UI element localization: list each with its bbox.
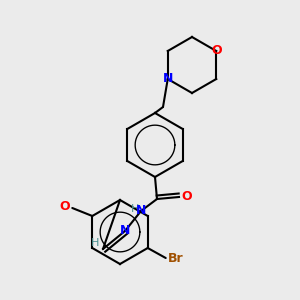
Text: N: N [136, 205, 146, 218]
Text: N: N [120, 224, 130, 238]
Text: O: O [182, 190, 192, 203]
Text: N: N [163, 73, 173, 85]
Text: H: H [131, 204, 139, 214]
Text: Br: Br [168, 251, 184, 265]
Text: H: H [91, 238, 99, 248]
Text: O: O [59, 200, 70, 212]
Text: O: O [211, 44, 222, 58]
